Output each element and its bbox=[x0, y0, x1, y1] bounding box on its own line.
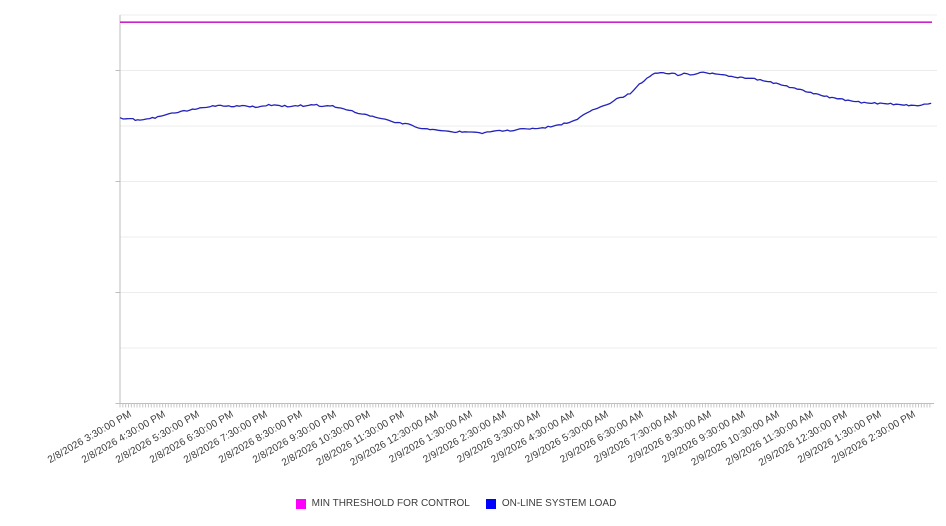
chart-plot-area bbox=[115, 14, 937, 408]
blue-swatch-icon bbox=[485, 498, 496, 509]
legend-label: MIN THRESHOLD FOR CONTROL bbox=[311, 498, 470, 509]
legend-item-system-load[interactable]: ON-LINE SYSTEM LOAD bbox=[485, 498, 617, 509]
chart-legend: MIN THRESHOLD FOR CONTROL ON-LINE SYSTEM… bbox=[0, 498, 912, 509]
legend-item-min-threshold[interactable]: MIN THRESHOLD FOR CONTROL bbox=[295, 498, 470, 509]
magenta-swatch-icon bbox=[295, 498, 306, 509]
legend-label: ON-LINE SYSTEM LOAD bbox=[501, 498, 617, 509]
on-line-system-load-line bbox=[119, 71, 932, 135]
